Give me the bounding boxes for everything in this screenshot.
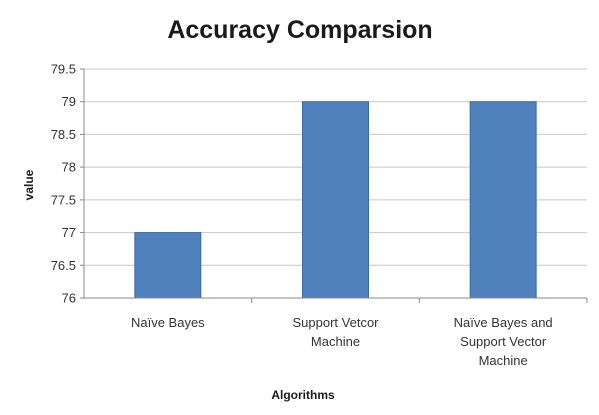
y-axis-ticks: 76 76.5 77 77.5 78 78.5 79 79.5 xyxy=(51,62,84,306)
x-category-label: Support Vector xyxy=(460,334,547,349)
x-category-label: Naïve Bayes xyxy=(131,315,205,330)
y-tick-label: 79 xyxy=(62,94,76,109)
bar xyxy=(469,101,537,299)
y-tick-label: 78.5 xyxy=(51,127,76,142)
chart-title: Accuracy Comparsion xyxy=(167,16,432,44)
bar xyxy=(134,232,202,299)
y-axis-title: value xyxy=(22,169,36,200)
x-category-label: Machine xyxy=(311,334,360,349)
x-axis-title: Algorithms xyxy=(271,388,335,402)
bar xyxy=(302,101,369,299)
y-tick-label: 79.5 xyxy=(51,62,76,77)
x-category-label: Machine xyxy=(479,353,528,368)
y-tick-label: 76.5 xyxy=(51,258,76,273)
x-axis-categories: Naïve Bayes Support Vetcor Machine Naïve Ba… xyxy=(131,298,588,368)
x-category-label: Support Vetcor xyxy=(293,315,380,330)
y-tick-label: 76 xyxy=(62,291,76,306)
y-tick-label: 78 xyxy=(62,160,76,175)
bars xyxy=(134,101,537,299)
y-tick-label: 77 xyxy=(62,225,76,240)
y-tick-label: 77.5 xyxy=(51,192,76,207)
x-category-label: Naïve Bayes and xyxy=(454,315,553,330)
